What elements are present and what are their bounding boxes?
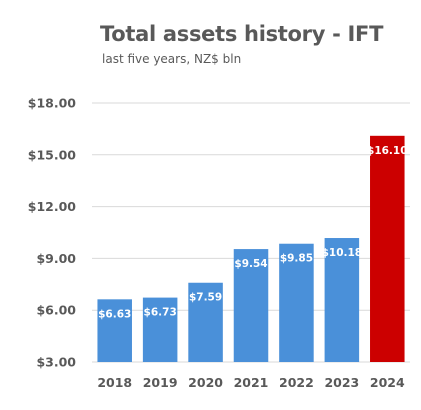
data-label-2021: $9.54 — [234, 258, 267, 270]
bar-2018 — [97, 299, 132, 362]
data-label-2023: $10.18 — [322, 247, 363, 259]
bar-2024 — [370, 135, 405, 362]
chart-subtitle: last five years, NZ$ bln — [102, 52, 242, 66]
bar-2019 — [142, 297, 178, 362]
y-tick-label: $3.00 — [36, 355, 76, 370]
data-label-2019: $6.73 — [144, 307, 177, 319]
y-tick-label: $12.00 — [28, 199, 77, 214]
chart-title: Total assets history - IFT — [100, 22, 384, 46]
y-tick-label: $18.00 — [28, 96, 77, 111]
data-label-2018: $6.63 — [98, 308, 131, 320]
data-label-2024: $16.10 — [367, 145, 408, 157]
bar-2021 — [233, 249, 269, 362]
bar-2023 — [324, 238, 360, 362]
x-tick-label: 2024 — [370, 375, 405, 390]
data-label-2020: $7.59 — [189, 292, 222, 304]
x-tick-label: 2019 — [143, 375, 178, 390]
y-tick-label: $15.00 — [28, 147, 77, 162]
x-tick-label: 2018 — [97, 375, 132, 390]
x-tick-label: 2023 — [324, 375, 359, 390]
x-tick-label: 2022 — [279, 375, 314, 390]
y-tick-label: $6.00 — [36, 303, 76, 318]
bar-2022 — [279, 243, 314, 362]
bar-2020 — [188, 282, 223, 362]
x-tick-label: 2020 — [188, 375, 223, 390]
x-tick-label: 2021 — [234, 375, 269, 390]
data-label-2022: $9.85 — [280, 253, 313, 265]
y-tick-label: $9.00 — [36, 251, 76, 266]
